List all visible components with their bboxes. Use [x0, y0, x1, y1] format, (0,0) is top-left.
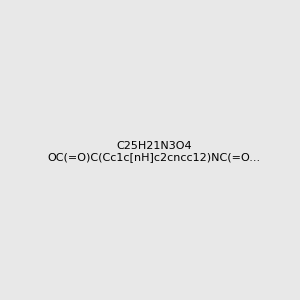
Text: C25H21N3O4
OC(=O)C(Cc1c[nH]c2cncc12)NC(=O...: C25H21N3O4 OC(=O)C(Cc1c[nH]c2cncc12)NC(=…	[47, 141, 260, 162]
